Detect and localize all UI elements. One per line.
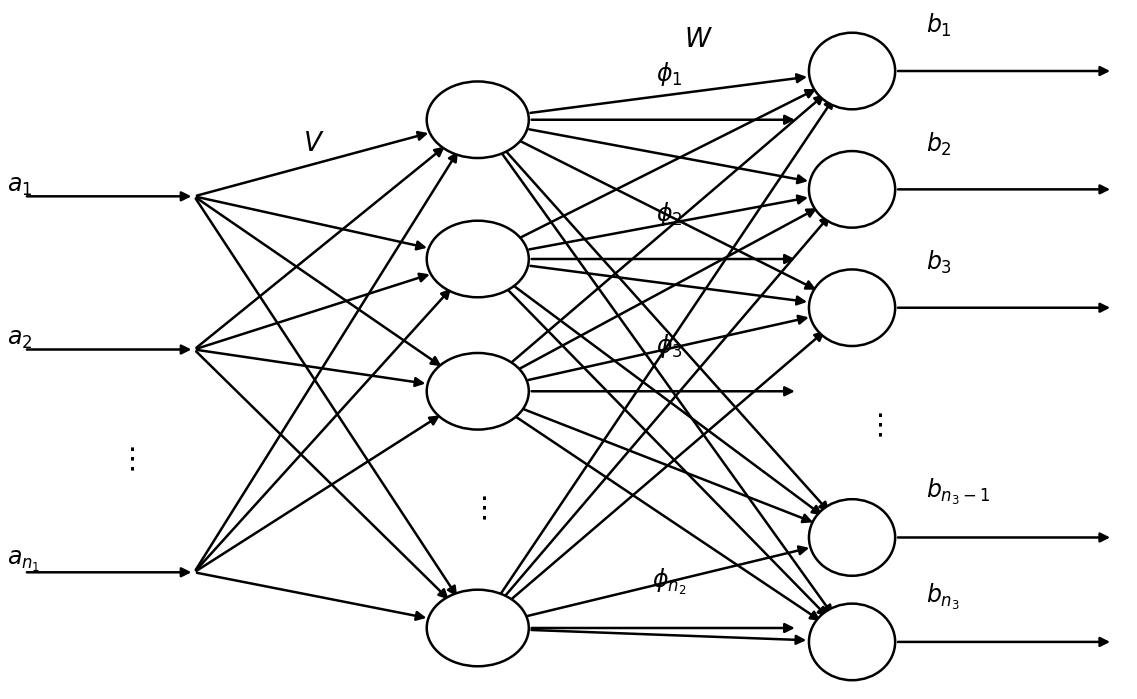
Ellipse shape	[808, 269, 895, 346]
Text: $b_{n_3-1}$: $b_{n_3-1}$	[926, 477, 990, 507]
Text: $\vdots$: $\vdots$	[864, 412, 882, 440]
Ellipse shape	[426, 590, 529, 666]
Ellipse shape	[808, 604, 895, 680]
Ellipse shape	[808, 151, 895, 228]
Text: $\vdots$: $\vdots$	[468, 496, 487, 524]
Text: $W$: $W$	[684, 27, 713, 52]
Ellipse shape	[808, 499, 895, 576]
Ellipse shape	[426, 82, 529, 158]
Ellipse shape	[808, 33, 895, 109]
Text: $b_{n_3}$: $b_{n_3}$	[926, 582, 960, 612]
Text: $a_1$: $a_1$	[7, 174, 33, 198]
Text: $b_3$: $b_3$	[926, 249, 952, 276]
Ellipse shape	[426, 353, 529, 430]
Text: $a_{n_1}$: $a_{n_1}$	[7, 549, 41, 575]
Text: $\vdots$: $\vdots$	[117, 447, 135, 475]
Text: $\phi_3$: $\phi_3$	[656, 332, 682, 360]
Text: $\phi_1$: $\phi_1$	[656, 60, 682, 88]
Text: $\phi_2$: $\phi_2$	[656, 200, 682, 228]
Text: $V$: $V$	[302, 131, 324, 157]
Text: $b_1$: $b_1$	[926, 12, 952, 39]
Text: $\phi_{n_2}$: $\phi_{n_2}$	[652, 566, 686, 597]
Text: $b_2$: $b_2$	[926, 131, 952, 158]
Ellipse shape	[426, 221, 529, 297]
Text: $a_2$: $a_2$	[7, 327, 33, 351]
